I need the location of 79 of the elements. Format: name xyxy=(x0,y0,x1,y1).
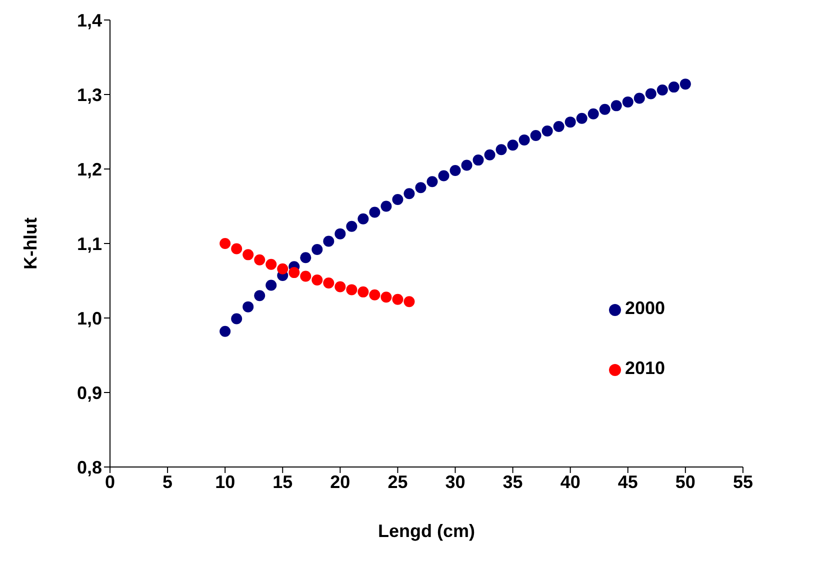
point xyxy=(334,281,346,292)
point xyxy=(220,238,231,249)
point xyxy=(438,170,450,182)
point xyxy=(266,258,277,270)
x-tick-label: 25 xyxy=(388,472,408,492)
y-tick-label: 1,2 xyxy=(76,159,102,180)
point xyxy=(496,144,507,156)
point xyxy=(680,78,691,90)
x-tick-label: 50 xyxy=(675,472,696,492)
point xyxy=(369,206,380,218)
point xyxy=(610,100,622,112)
x-tick-label: 15 xyxy=(272,472,293,492)
point xyxy=(231,313,242,324)
point xyxy=(656,84,668,96)
x-tick-label: 55 xyxy=(732,472,753,492)
point xyxy=(266,280,277,291)
point xyxy=(369,289,380,300)
x-tick-label: 20 xyxy=(330,472,350,492)
point xyxy=(300,252,312,264)
y-tick-label: 1,0 xyxy=(76,308,102,328)
point xyxy=(334,228,346,240)
point xyxy=(380,200,392,212)
point xyxy=(220,326,231,337)
point xyxy=(426,176,438,188)
point xyxy=(392,294,404,305)
point xyxy=(358,286,369,298)
point xyxy=(461,160,472,171)
point xyxy=(634,92,645,104)
point xyxy=(300,270,312,282)
point xyxy=(450,164,461,176)
point xyxy=(358,213,369,224)
point xyxy=(404,296,415,308)
point xyxy=(254,254,266,266)
point xyxy=(518,134,530,146)
x-tick-label: 10 xyxy=(215,472,236,492)
y-axis-title: K-hlut xyxy=(20,218,40,270)
point xyxy=(645,88,656,100)
x-tick-label: 35 xyxy=(502,472,523,492)
point xyxy=(553,121,564,132)
point xyxy=(323,277,334,288)
point xyxy=(472,154,484,166)
point xyxy=(576,112,588,124)
y-tick-label: 1,3 xyxy=(76,84,102,105)
point xyxy=(288,267,300,278)
point xyxy=(312,274,323,286)
point xyxy=(542,126,553,137)
point xyxy=(588,108,599,120)
x-tick-label: 5 xyxy=(162,472,173,492)
point xyxy=(622,96,634,108)
point xyxy=(231,243,242,254)
x-tick-label: 40 xyxy=(560,472,580,492)
point xyxy=(599,104,610,115)
point xyxy=(346,220,358,232)
y-tick-label: 0,9 xyxy=(76,382,102,403)
x-tick-label: 0 xyxy=(104,472,116,492)
x-tick-label: 45 xyxy=(618,472,638,492)
x-axis-title: Lengd (cm) xyxy=(378,521,475,541)
point xyxy=(484,149,496,160)
point xyxy=(323,236,334,247)
legend-label: 2000 xyxy=(624,298,665,318)
point xyxy=(404,188,415,200)
y-tick-label: 1,1 xyxy=(76,234,102,254)
point xyxy=(277,263,288,274)
point xyxy=(346,284,358,296)
y-tick-label: 1,4 xyxy=(76,10,102,30)
point xyxy=(242,301,254,312)
point xyxy=(530,130,542,141)
point xyxy=(242,249,254,260)
x-tick-label: 30 xyxy=(445,472,466,492)
point xyxy=(668,82,680,93)
point xyxy=(392,194,404,206)
point xyxy=(415,182,426,194)
point xyxy=(507,140,518,151)
point xyxy=(312,244,323,255)
point xyxy=(254,290,266,302)
y-tick-label: 0,8 xyxy=(76,457,102,478)
point xyxy=(564,116,576,128)
point xyxy=(380,292,392,303)
legend-label: 2010 xyxy=(624,358,665,378)
